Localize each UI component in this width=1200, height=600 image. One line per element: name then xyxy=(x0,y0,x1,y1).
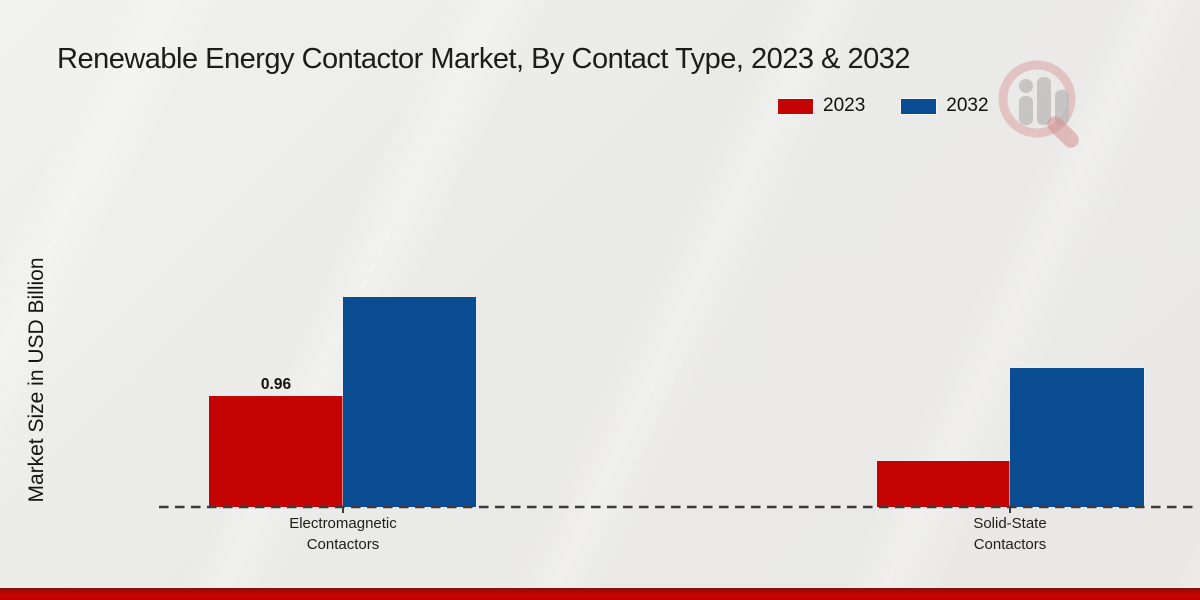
x-axis-tick-electromagnetic xyxy=(342,507,344,513)
x-axis-dashed-baseline xyxy=(159,505,1195,509)
value-label-2023-electromagnetic: 0.96 xyxy=(260,376,292,393)
bar-2023-electromagnetic-contactors xyxy=(209,396,343,507)
legend-swatch-2023 xyxy=(778,98,813,114)
category-label-line2: Contactors xyxy=(973,535,1047,553)
footer-red-strip xyxy=(0,588,1200,600)
x-axis-tick-solid-state xyxy=(1009,507,1011,513)
category-label-solid-state-contactors: Solid-State Contactors xyxy=(973,514,1046,555)
legend-item-2023: 2023 xyxy=(778,95,865,117)
category-label-line2: Contactors xyxy=(306,535,380,553)
category-label-line1: Solid-State xyxy=(973,515,1047,532)
legend-item-2032: 2032 xyxy=(901,95,989,117)
category-label-electromagnetic-contactors: Electromagnetic Contactors xyxy=(289,514,397,555)
legend: 2023 2032 xyxy=(778,95,989,117)
legend-label-2023: 2023 xyxy=(823,95,866,116)
legend-swatch-2032 xyxy=(901,98,937,114)
bar-2032-solid-state-contactors xyxy=(1010,368,1144,507)
legend-label-2032: 2032 xyxy=(946,95,989,116)
bar-2032-electromagnetic-contactors xyxy=(342,297,476,507)
chart-title: Renewable Energy Contactor Market, By Co… xyxy=(57,43,910,75)
category-label-line1: Electromagnetic xyxy=(289,515,397,532)
bar-2023-solid-state-contactors xyxy=(876,461,1010,507)
y-axis-label: Market Size in USD Billion xyxy=(25,257,48,503)
market-research-watermark-icon xyxy=(998,60,1079,148)
